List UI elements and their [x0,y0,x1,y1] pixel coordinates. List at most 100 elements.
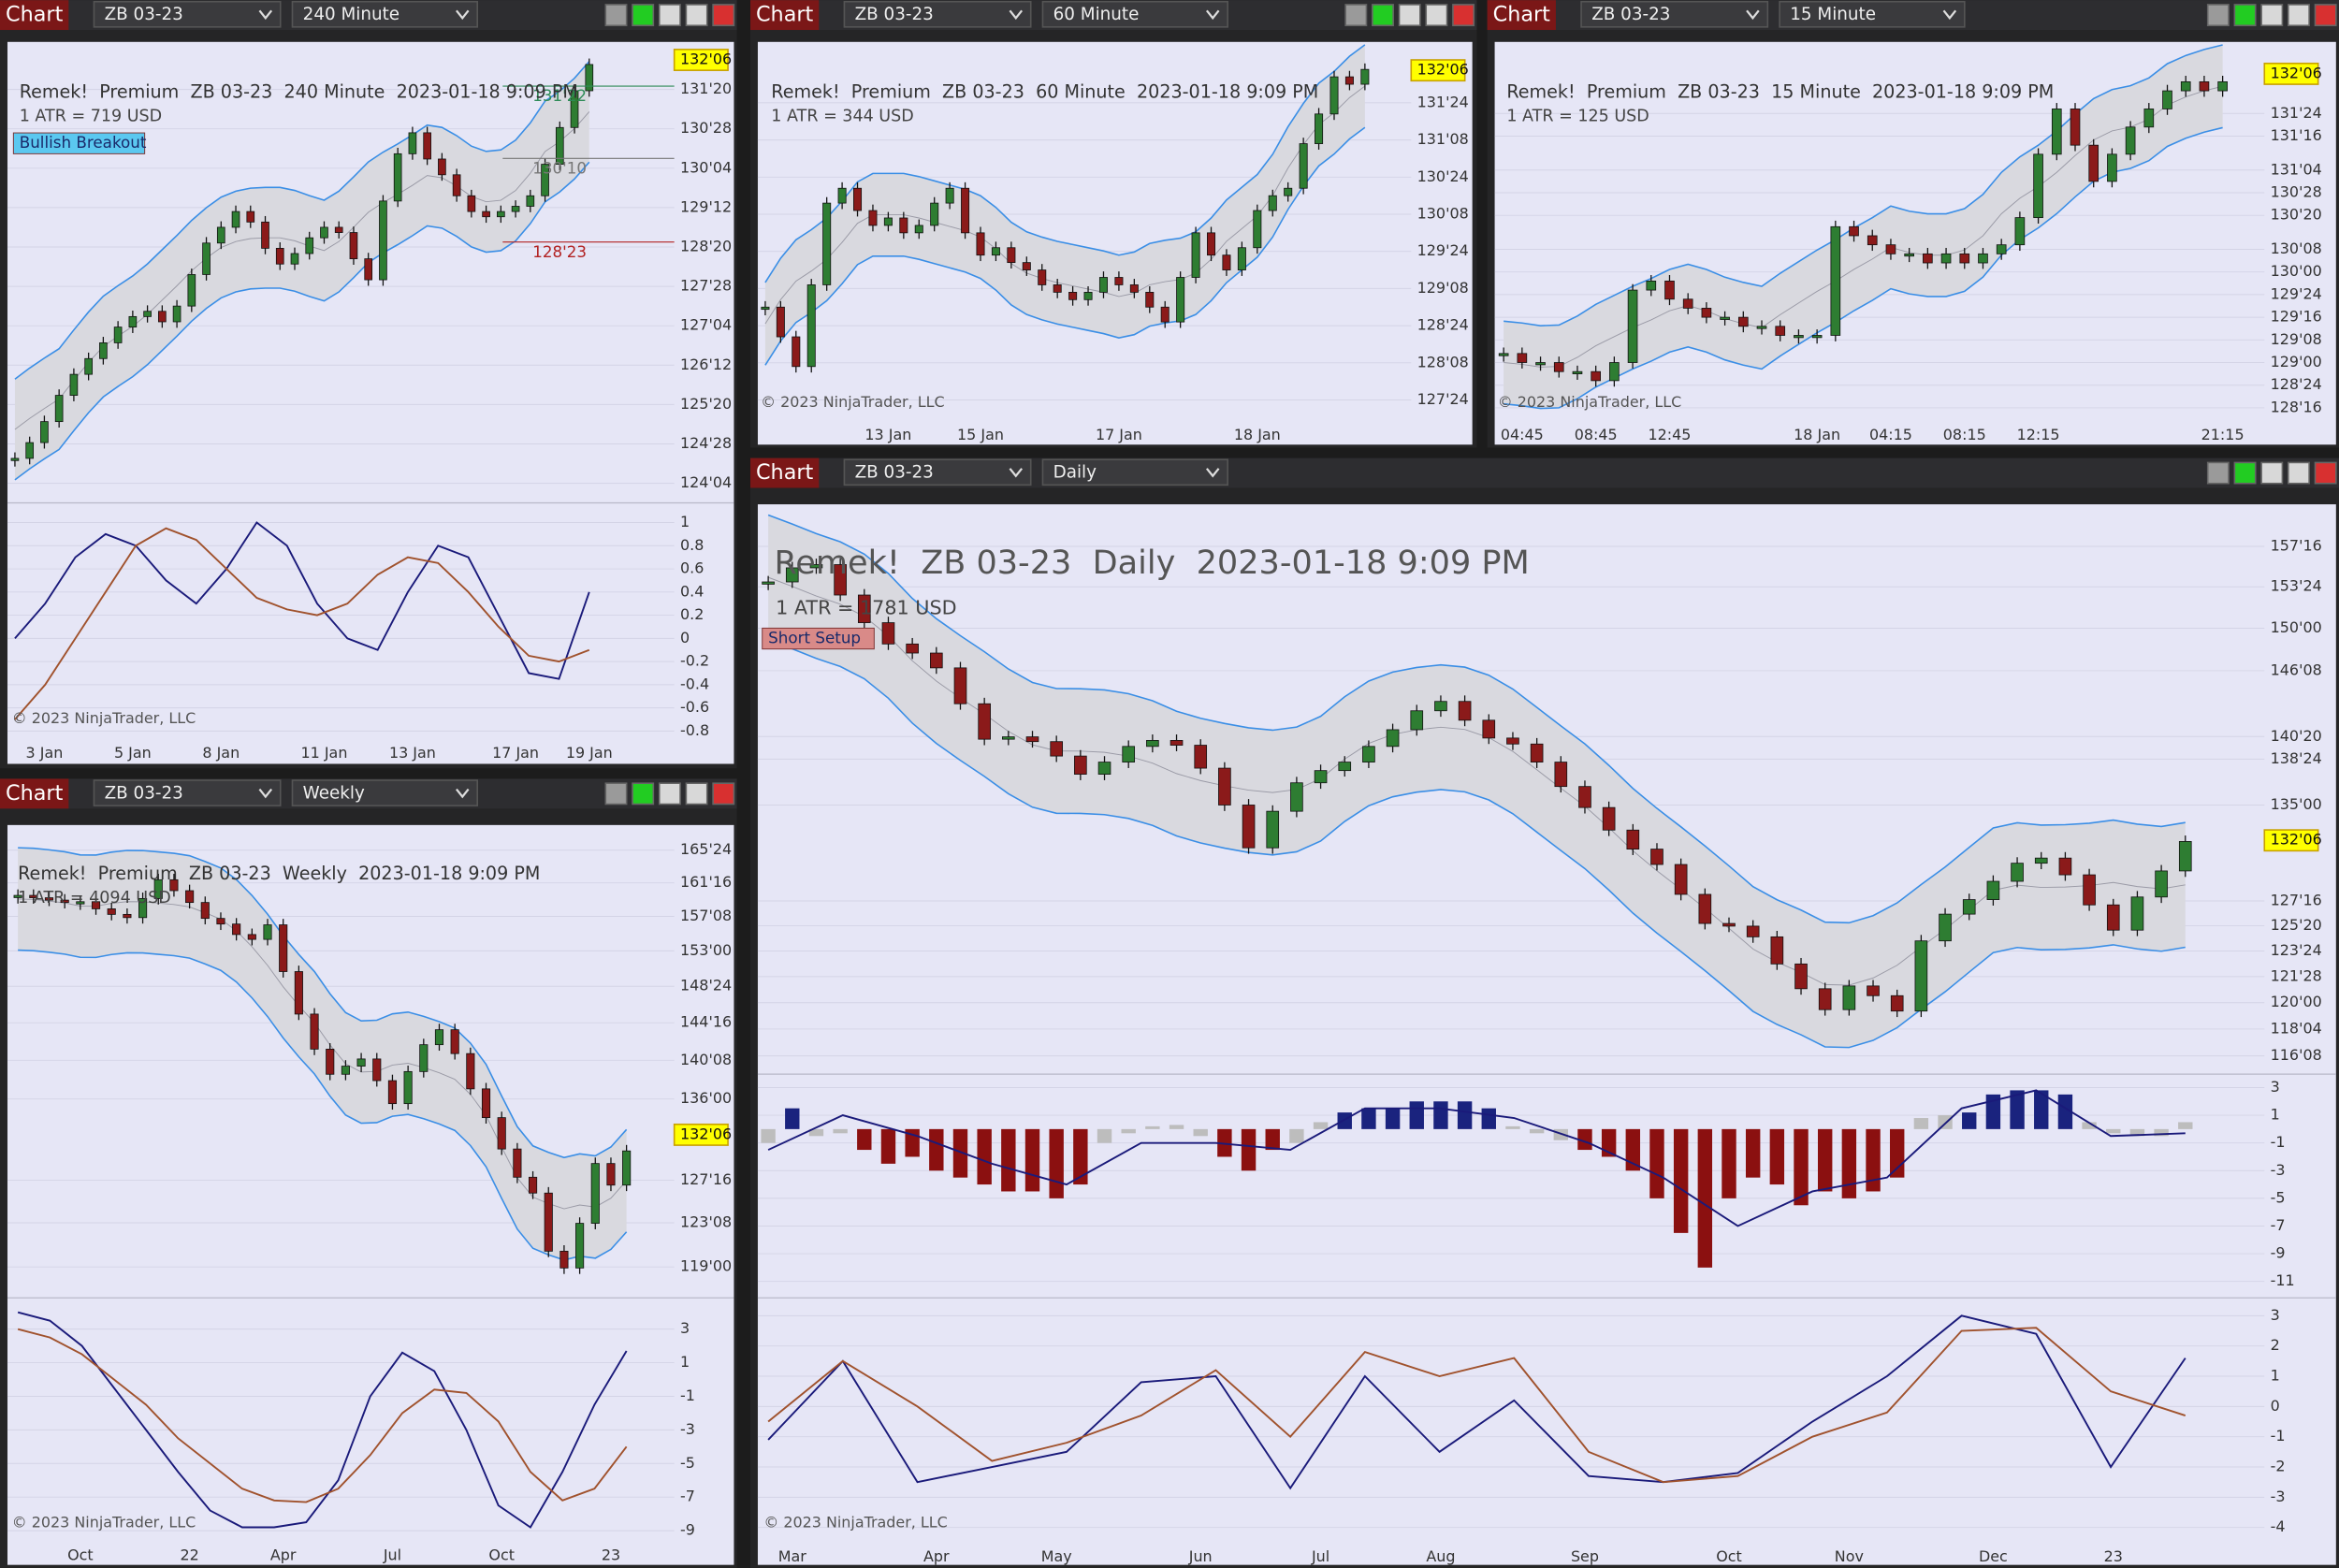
window-button[interactable] [632,4,655,27]
price-axis-label: -4 [2271,1517,2286,1535]
price-axis-label: 129'08 [2271,330,2322,348]
histogram-bar [761,1128,776,1143]
x-axis-label: 12:15 [2017,426,2060,443]
timeframe-dropdown[interactable] [1779,0,1966,28]
histogram-bar [857,1128,872,1151]
histogram-bar [929,1128,944,1171]
instrument-dropdown[interactable] [1580,0,1769,28]
histogram-bar [1985,1094,2001,1129]
candle [2051,109,2062,155]
timeframe-dropdown[interactable] [291,779,479,806]
x-axis-label: 12:45 [1649,426,1692,443]
price-axis-label: 127'28 [680,277,732,295]
band-lower [14,161,590,481]
window-button[interactable] [2314,461,2337,485]
instrument-dropdown[interactable] [93,779,282,806]
window-button[interactable] [2260,4,2284,27]
dropdown-arrow [456,788,470,799]
candle [261,221,269,249]
candle [622,1150,632,1186]
price-axis-label: 0 [680,629,690,646]
price-axis-label: 130'28 [680,119,732,137]
window-button[interactable] [1398,4,1421,27]
candle [961,187,970,234]
candle [1962,899,1976,915]
x-axis-label: 5 Jan [114,744,152,762]
candle [1506,737,1519,745]
dropdown-arrow [1009,468,1024,478]
price-axis-label: -0.6 [680,698,709,716]
candle [450,1029,459,1054]
candle [1775,326,1786,336]
x-axis-label: Jun [1188,1547,1213,1565]
window-button[interactable] [2287,461,2310,485]
candle [2125,126,2136,155]
histogram-bar [1769,1128,1785,1185]
window-button[interactable] [658,782,681,806]
window-button[interactable] [2314,4,2337,27]
x-axis-label: 15 Jan [957,426,1004,443]
candle [1818,988,1832,1010]
window-button[interactable] [1372,4,1394,27]
band-upper [14,61,590,380]
candle [1885,244,1896,254]
x-axis-label: 23 [602,1546,620,1564]
price-axis-label: 144'16 [680,1013,732,1031]
x-axis-label: Nov [1835,1547,1864,1565]
price-axis-label: 128'20 [680,237,732,254]
window-button[interactable] [2260,461,2284,485]
instrument-dropdown[interactable] [843,0,1032,28]
window-button[interactable] [2206,461,2230,485]
copyright: © 2023 NinjaTrader, LLC [763,1514,947,1532]
candle [1959,253,1970,264]
candle [13,894,22,898]
window-button[interactable] [712,4,735,27]
instrument-dropdown[interactable] [843,458,1032,486]
candle [978,703,991,740]
candle [107,908,116,915]
window-button[interactable] [1344,4,1368,27]
window-button[interactable] [712,782,735,806]
candle [334,226,343,233]
window-button[interactable] [2233,4,2257,27]
price-axis-label: 165'24 [680,840,732,858]
window-button[interactable] [658,4,681,27]
candle [113,327,123,343]
timeframe-dropdown[interactable] [1041,0,1228,28]
window-button[interactable] [685,782,708,806]
band-upper [767,514,2186,924]
window-button[interactable] [632,782,655,806]
candle [60,899,69,904]
window-button[interactable] [685,4,708,27]
histogram-bar [1529,1128,1545,1134]
window-button[interactable] [1425,4,1448,27]
price-axis-label: -1 [2271,1133,2286,1151]
timeframe-dropdown[interactable] [1041,458,1228,486]
instrument-dropdown[interactable] [93,0,282,28]
price-axis-label: 116'08 [2271,1046,2322,1064]
last-price-label: 132'06 [2271,64,2322,81]
window-button[interactable] [2287,4,2310,27]
histogram-bar [1505,1125,1520,1129]
candle [482,211,490,218]
last-price-tag [2263,62,2319,85]
window-button[interactable] [1452,4,1475,27]
x-axis-label: Sep [1571,1547,1599,1565]
price-axis-label: 3 [2271,1078,2280,1096]
price-axis-label: 131'24 [2271,104,2322,122]
candle [1770,936,1784,965]
candle [914,225,923,234]
x-axis-label: Aug [1426,1547,1455,1565]
window-button[interactable] [2233,461,2257,485]
window-button[interactable] [604,782,628,806]
candle [1458,701,1472,721]
candle [1591,370,1601,382]
histogram-bar [1289,1128,1304,1143]
price-axis-label: 0.6 [680,559,704,577]
x-axis-label: Dec [1979,1547,2008,1565]
window-button[interactable] [2206,4,2230,27]
timeframe-dropdown[interactable] [291,0,479,28]
price-axis-label: 0.2 [680,605,704,623]
window-button[interactable] [604,4,628,27]
candle [2088,144,2099,182]
